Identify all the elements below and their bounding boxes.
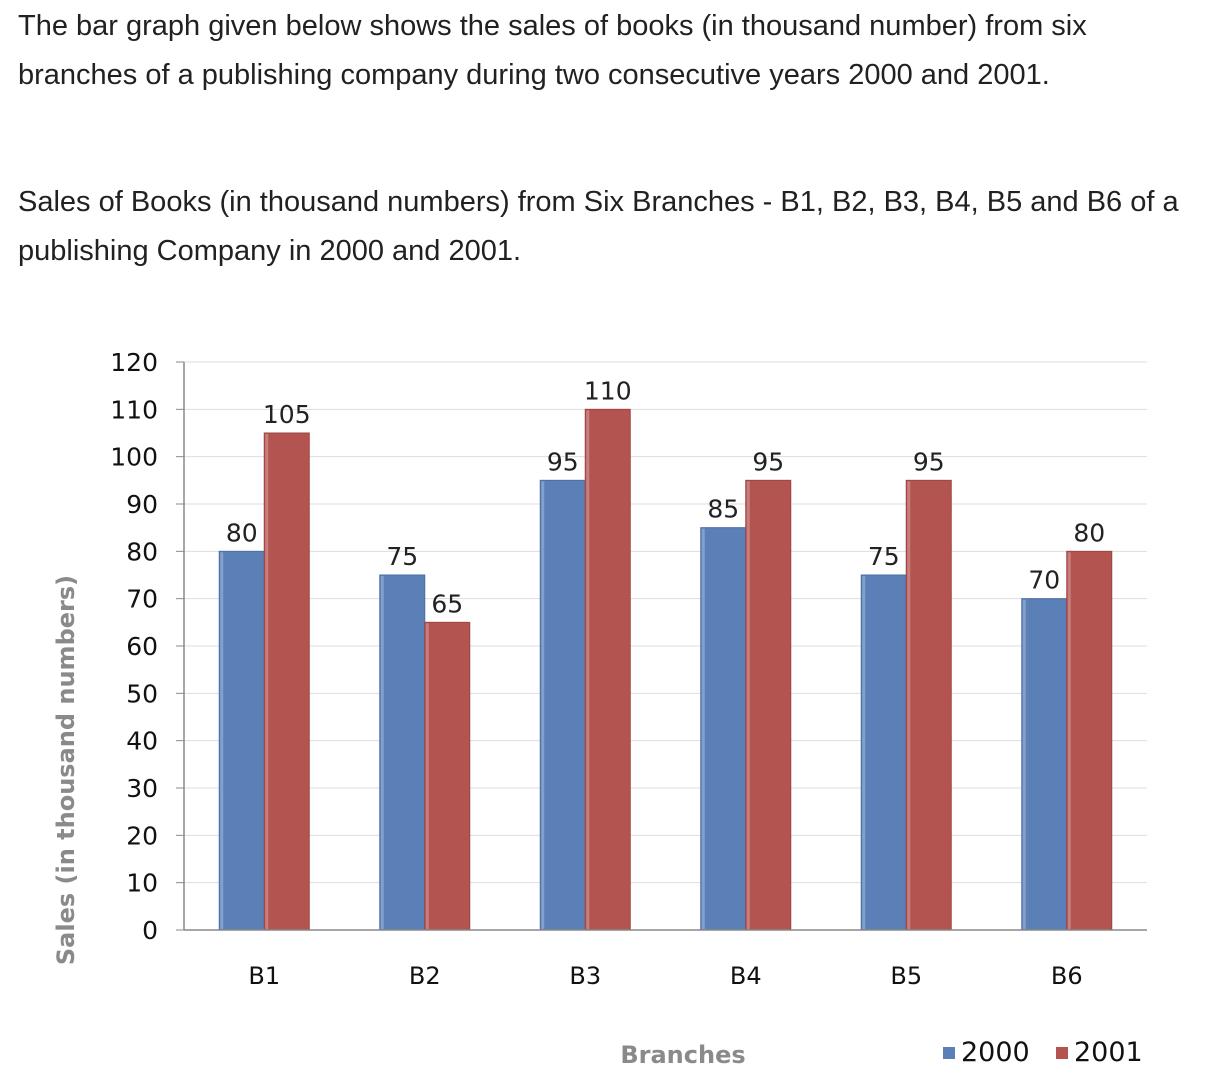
x-axis-label: Branches <box>620 1041 745 1069</box>
bar-B3-2000 <box>539 479 586 931</box>
x-axis-categories: B1 B2 B3 B4 B5 B6 <box>248 962 1082 990</box>
intro-paragraph: The bar graph given below shows the sale… <box>18 10 1087 91</box>
x-category-label: B4 <box>730 962 762 990</box>
bar-highlight <box>380 576 384 929</box>
x-category-label: B5 <box>890 962 922 990</box>
bar-highlight <box>586 410 590 929</box>
bar-B5-2000 <box>860 574 907 931</box>
bar-highlight <box>1067 552 1071 929</box>
y-tick-label: 50 <box>126 679 158 708</box>
legend: 2000 2001 <box>943 1037 1143 1068</box>
data-labels: 80 105 75 65 95 110 85 95 75 95 70 80 <box>226 376 1105 618</box>
bar-chart: 0 10 20 30 40 50 60 70 80 90 100 110 120 80 105 75 65 95… <box>52 348 1147 1069</box>
bar-B2-2001 <box>424 621 471 931</box>
legend-label-2000: 2000 <box>961 1037 1030 1068</box>
chart-caption: Sales of Books (in thousand numbers) fro… <box>18 186 1179 267</box>
bar-B2-2000 <box>379 574 426 931</box>
legend-swatch-2001 <box>1056 1047 1068 1059</box>
y-axis-label: Sales (in thousand numbers) <box>52 575 80 965</box>
y-tick-label: 10 <box>126 869 158 898</box>
data-label-B4-2001: 95 <box>752 447 784 476</box>
y-tick-label: 20 <box>126 821 158 850</box>
x-category-label: B2 <box>409 962 441 990</box>
bar-highlight <box>746 481 750 929</box>
bar-highlight <box>862 576 866 929</box>
y-axis-ticks: 0 10 20 30 40 50 60 70 80 90 100 110 120 <box>110 348 184 945</box>
y-tick-label: 30 <box>126 774 158 803</box>
y-tick-label: 100 <box>110 443 158 472</box>
data-label-B2-2000: 75 <box>386 542 418 571</box>
y-tick-label: 0 <box>142 916 158 945</box>
bar-highlight <box>701 528 705 929</box>
y-tick-label: 60 <box>126 632 158 661</box>
x-category-label: B3 <box>569 962 601 990</box>
bar-B1-2001 <box>263 432 310 931</box>
data-label-B4-2000: 85 <box>707 495 739 524</box>
y-tick-label: 70 <box>126 585 158 614</box>
bar-B6-2001 <box>1066 550 1113 931</box>
data-label-B3-2000: 95 <box>547 447 579 476</box>
bar-highlight <box>265 434 269 929</box>
legend-swatch-2000 <box>943 1047 955 1059</box>
bar-highlight <box>907 481 911 929</box>
data-label-B5-2000: 75 <box>868 542 900 571</box>
bar-B6-2000 <box>1021 598 1068 931</box>
y-tick-label: 90 <box>126 490 158 519</box>
bar-highlight <box>220 552 224 929</box>
bar-B4-2001 <box>745 479 792 931</box>
y-tick-label: 40 <box>126 727 158 756</box>
axes <box>183 362 1147 931</box>
legend-label-2001: 2001 <box>1074 1037 1143 1068</box>
grid-lines <box>184 361 1147 884</box>
bar-B4-2000 <box>700 527 747 931</box>
bars <box>218 408 1113 931</box>
bar-B5-2001 <box>905 479 952 931</box>
x-category-label: B6 <box>1051 962 1083 990</box>
bar-B3-2001 <box>584 408 631 931</box>
bar-B1-2000 <box>218 550 265 931</box>
data-label-B6-2000: 70 <box>1028 566 1060 595</box>
y-tick-label: 110 <box>110 395 158 424</box>
x-category-label: B1 <box>248 962 280 990</box>
data-label-B1-2000: 80 <box>226 518 258 547</box>
data-label-B3-2001: 110 <box>584 376 632 405</box>
bar-highlight <box>425 623 429 929</box>
data-label-B6-2001: 80 <box>1073 518 1105 547</box>
data-label-B2-2001: 65 <box>431 589 463 618</box>
y-tick-label: 120 <box>110 348 158 377</box>
data-label-B5-2001: 95 <box>913 447 945 476</box>
y-tick-label: 80 <box>126 537 158 566</box>
data-label-B1-2001: 105 <box>263 400 311 429</box>
bar-highlight <box>541 481 545 929</box>
bar-highlight <box>1022 599 1026 929</box>
